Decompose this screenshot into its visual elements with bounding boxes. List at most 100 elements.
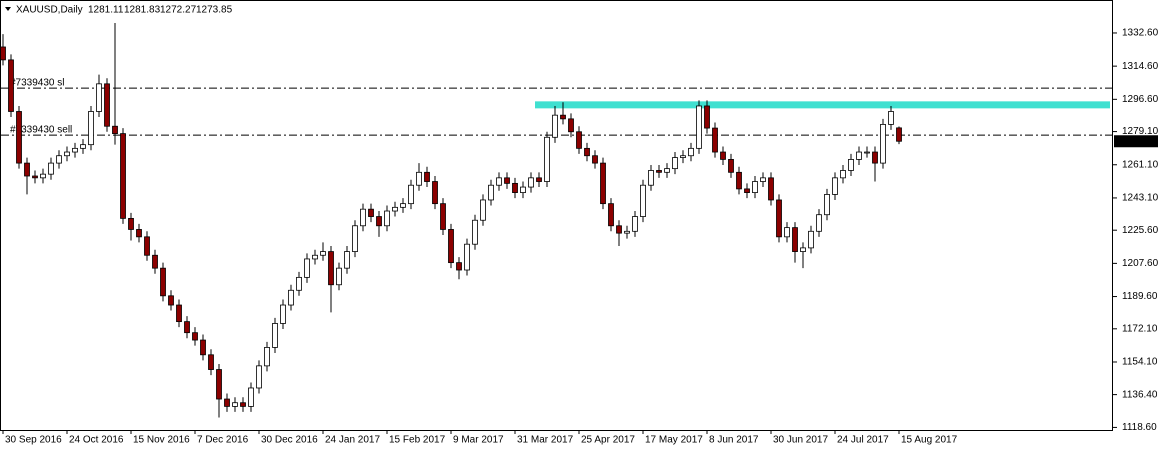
candle-body xyxy=(624,230,630,234)
candle-body xyxy=(504,177,510,184)
candle-body xyxy=(240,402,246,407)
candle-body xyxy=(344,251,350,269)
candle-body xyxy=(712,127,718,153)
header-open: 1281.11 xyxy=(88,5,124,16)
candle-body xyxy=(208,354,214,370)
y-tick-label: 1207.60 xyxy=(1122,258,1159,269)
y-tick-label: 1296.60 xyxy=(1122,94,1159,105)
candle-body xyxy=(296,276,302,291)
header-high: 1281.83 xyxy=(124,5,161,16)
x-tick-label: 31 Mar 2017 xyxy=(517,435,574,446)
candle-body xyxy=(520,186,526,193)
candle-body xyxy=(184,321,190,334)
order-label: #7339430 sl xyxy=(10,78,65,89)
candle-body xyxy=(512,182,518,193)
candle-body xyxy=(800,247,806,252)
candle-body xyxy=(480,199,486,221)
x-tick-label: 30 Jun 2017 xyxy=(773,435,828,446)
candle-body xyxy=(640,184,646,217)
candle-body xyxy=(56,155,62,164)
candle-body xyxy=(848,159,854,171)
x-tick-label: 15 Feb 2017 xyxy=(389,435,446,446)
symbol: XAUUSD,Daily xyxy=(16,5,83,16)
y-tick-label: 1172.10 xyxy=(1122,323,1158,334)
candle-body xyxy=(880,123,886,164)
candle-body xyxy=(96,83,102,112)
candle-body xyxy=(280,304,286,324)
candle-body xyxy=(352,225,358,252)
x-tick-label: 7 Dec 2016 xyxy=(197,435,249,446)
order-label: #7339430 sell xyxy=(10,125,72,136)
candle-body xyxy=(16,111,22,164)
candle-body xyxy=(360,208,366,227)
candle-body xyxy=(0,46,6,61)
candle-body xyxy=(680,155,686,158)
candle-body xyxy=(64,151,70,157)
candle-body xyxy=(600,162,606,205)
candle-body xyxy=(552,114,558,138)
candle-body xyxy=(888,111,894,125)
candle-body xyxy=(160,267,166,297)
candle-body xyxy=(648,170,654,186)
candle-body xyxy=(752,181,758,193)
candle-body xyxy=(384,210,390,227)
candle-body xyxy=(336,267,342,286)
candle-body xyxy=(456,262,462,271)
candle-body xyxy=(856,151,862,160)
candle-body xyxy=(536,177,542,182)
candle-body xyxy=(136,229,142,238)
candle-body xyxy=(392,206,398,212)
candle-body xyxy=(896,127,902,142)
y-tick-label: 1189.60 xyxy=(1122,291,1158,302)
candle-body xyxy=(32,175,38,179)
candle-body xyxy=(688,147,694,157)
candle-body xyxy=(760,177,766,182)
candle-body xyxy=(576,131,582,149)
candle-body xyxy=(432,181,438,205)
candle-body xyxy=(272,323,278,348)
x-tick-label: 15 Nov 2016 xyxy=(133,435,190,446)
candle-body xyxy=(408,184,414,205)
candle-body xyxy=(776,199,782,238)
candle-body xyxy=(152,254,158,269)
candle-body xyxy=(816,214,822,232)
x-tick-label: 8 Jun 2017 xyxy=(709,435,759,446)
candle-body xyxy=(376,216,382,227)
x-tick-label: 15 Aug 2017 xyxy=(901,435,958,446)
y-tick-label: 1261.10 xyxy=(1122,159,1159,170)
candle-body xyxy=(808,230,814,249)
candle-body xyxy=(864,151,870,154)
candle-body xyxy=(584,147,590,157)
candle-body xyxy=(144,236,150,256)
candle-body xyxy=(288,289,294,306)
x-tick-label: 24 Oct 2016 xyxy=(69,435,124,446)
candle-body xyxy=(632,216,638,232)
price-tag xyxy=(1114,135,1158,148)
candle-body xyxy=(784,227,790,238)
candle-body xyxy=(464,243,470,271)
x-tick-label: 25 Apr 2017 xyxy=(581,435,635,446)
candle-body xyxy=(792,227,798,252)
candle-body xyxy=(248,387,254,407)
candle-body xyxy=(832,177,838,195)
resistance-zone xyxy=(535,101,1110,109)
candle-body xyxy=(824,194,830,216)
candle-body xyxy=(736,171,742,190)
candle-body xyxy=(256,365,262,389)
candle-body xyxy=(72,147,78,153)
y-tick-label: 1314.60 xyxy=(1122,61,1159,72)
x-tick-label: 24 Jul 2017 xyxy=(837,435,889,446)
candle-body xyxy=(656,170,662,173)
candle-body xyxy=(368,208,374,217)
y-tick-label: 1136.40 xyxy=(1122,389,1158,400)
x-tick-label: 9 Mar 2017 xyxy=(453,435,504,446)
candle-body xyxy=(88,111,94,146)
x-tick-label: 30 Sep 2016 xyxy=(5,435,62,446)
x-tick-label: 24 Jan 2017 xyxy=(325,435,380,446)
candle-body xyxy=(768,177,774,201)
candle-body xyxy=(616,225,622,234)
price-tag-label: 1273.85 xyxy=(1118,136,1155,147)
candle-body xyxy=(696,105,702,149)
candle-body xyxy=(840,170,846,179)
